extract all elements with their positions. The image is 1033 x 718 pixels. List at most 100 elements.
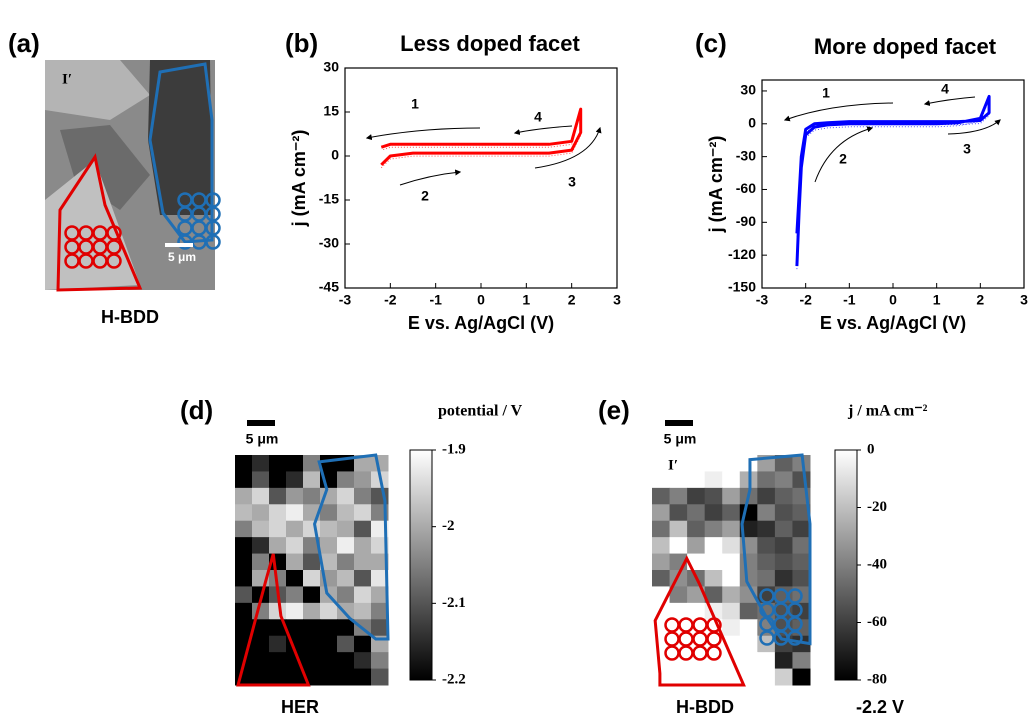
heat-cell <box>235 586 253 604</box>
grain <box>148 60 212 215</box>
heat-cell <box>652 537 671 555</box>
heat-cell <box>252 652 270 670</box>
heat-cell <box>303 602 321 620</box>
cv-noise <box>796 99 990 270</box>
heat-cell <box>371 668 389 686</box>
heat-cell <box>792 455 811 472</box>
scale-bar <box>247 420 275 426</box>
heat-cell <box>739 570 758 587</box>
heat-cell <box>286 570 304 587</box>
annotation: 1 <box>411 96 419 112</box>
heat-cell <box>337 487 355 505</box>
y-tick-label: -150 <box>728 279 756 295</box>
x-tick-label: 0 <box>889 292 897 308</box>
region-blue <box>313 453 390 641</box>
heat-cell <box>774 553 793 571</box>
panel-label: (c) <box>695 28 727 58</box>
heat-cell <box>286 504 304 522</box>
x-tick-label: 3 <box>613 292 621 308</box>
y-tick-label: -60 <box>736 180 756 196</box>
heat-cell <box>252 504 270 522</box>
heat-cell <box>337 504 355 522</box>
heat-cell <box>286 455 304 472</box>
heat-cell <box>792 504 811 522</box>
heat-cell <box>722 455 741 472</box>
heat-cell <box>687 602 706 620</box>
heat-cell <box>722 570 741 587</box>
heat-cell <box>757 652 776 670</box>
heat-cell <box>354 455 372 472</box>
panel-label: (b) <box>285 28 318 58</box>
heat-cell <box>704 553 723 571</box>
marker-circle <box>706 645 722 661</box>
heat-cell <box>235 455 253 472</box>
colorbar-label: potential / V <box>438 403 523 420</box>
cv-curve <box>795 94 991 267</box>
scale-label: 5 μm <box>664 431 697 447</box>
heat-cell <box>704 471 723 489</box>
annotation: 4 <box>534 109 542 125</box>
heat-cell <box>652 487 671 505</box>
annotation: I′ <box>62 71 72 87</box>
marker-circle <box>106 253 122 269</box>
heat-cell <box>354 570 372 587</box>
heat-cell <box>722 504 741 522</box>
annotation: I′ <box>668 457 678 473</box>
caption: H-BDD <box>676 697 734 717</box>
heat-cell <box>337 635 355 653</box>
x-tick-label: -2 <box>384 292 397 308</box>
heat-cell <box>235 504 253 522</box>
heat-cell <box>669 520 688 538</box>
y-axis-label: j (mA cm⁻²) <box>289 130 309 228</box>
colorbar-tick-label: -1.9 <box>442 441 466 457</box>
heat-cell <box>757 537 776 555</box>
heat-cell <box>286 487 304 505</box>
heat-cell <box>669 487 688 505</box>
heat-cell <box>669 537 688 555</box>
arrow <box>365 127 481 141</box>
heat-cell <box>354 471 372 489</box>
heat-cell <box>704 537 723 555</box>
colorbar-tick-label: -2 <box>442 518 455 534</box>
colorbar-tick-label: 0 <box>867 441 875 457</box>
heat-cell <box>354 487 372 505</box>
scale-label: 5 μm <box>168 250 196 264</box>
heat-cell <box>722 520 741 538</box>
heat-cell <box>337 586 355 604</box>
heat-cell <box>320 619 338 637</box>
heat-cell <box>757 668 776 686</box>
heat-cell <box>704 455 723 472</box>
heat-cell <box>774 668 793 686</box>
x-tick-label: -3 <box>339 292 352 308</box>
heat-cell <box>739 635 758 653</box>
heat-cell <box>652 520 671 538</box>
heat-cell <box>286 553 304 571</box>
colorbar-label: j / mA cm⁻² <box>847 403 928 420</box>
panel-label: (d) <box>180 395 213 425</box>
y-tick-label: -30 <box>319 235 339 251</box>
heat-cell <box>320 602 338 620</box>
colorbar-tick-label: -20 <box>867 499 887 515</box>
arrow <box>534 126 602 169</box>
heat-cell <box>722 602 741 620</box>
heat-cell <box>303 619 321 637</box>
heat-cell <box>269 537 287 555</box>
heat-cell <box>269 668 287 686</box>
x-tick-label: -3 <box>756 292 769 308</box>
heat-cell <box>757 504 776 522</box>
heat-cell <box>269 471 287 489</box>
y-axis-label: j (mA cm⁻²) <box>706 136 726 234</box>
annotation: 3 <box>568 174 576 190</box>
colorbar-tick-label: -2.1 <box>442 595 466 611</box>
heat-cell <box>354 652 372 670</box>
heat-cell <box>337 553 355 571</box>
heat-cell <box>235 537 253 555</box>
heat-cell <box>337 652 355 670</box>
heat-cell <box>235 487 253 505</box>
heat-cell <box>269 487 287 505</box>
heat-cell <box>320 668 338 686</box>
heat-cell <box>792 635 811 653</box>
caption: H-BDD <box>101 307 159 327</box>
x-tick-label: 1 <box>522 292 530 308</box>
